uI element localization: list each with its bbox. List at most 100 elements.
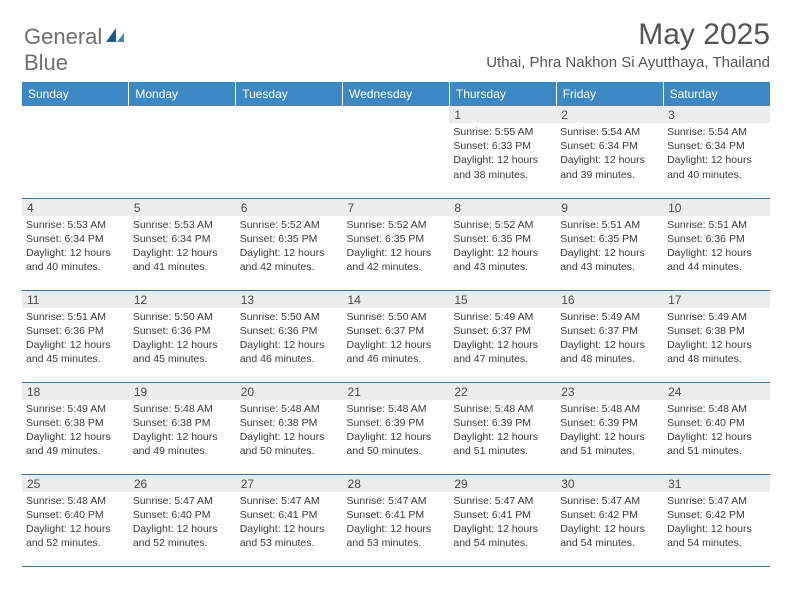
daylight-line: Daylight: 12 hours and 49 minutes. <box>133 430 232 458</box>
sunset-line: Sunset: 6:38 PM <box>133 416 232 430</box>
sunrise-line: Sunrise: 5:49 AM <box>453 310 552 324</box>
calendar-day-cell: 12Sunrise: 5:50 AMSunset: 6:36 PMDayligh… <box>129 290 236 382</box>
calendar-day-cell: 17Sunrise: 5:49 AMSunset: 6:38 PMDayligh… <box>663 290 770 382</box>
daylight-line: Daylight: 12 hours and 43 minutes. <box>453 246 552 274</box>
day-number: 24 <box>663 383 770 400</box>
daylight-line: Daylight: 12 hours and 39 minutes. <box>560 153 659 181</box>
calendar-day-cell: 22Sunrise: 5:48 AMSunset: 6:39 PMDayligh… <box>449 382 556 474</box>
sunset-line: Sunset: 6:35 PM <box>347 232 446 246</box>
day-info: Sunrise: 5:47 AMSunset: 6:42 PMDaylight:… <box>663 492 770 555</box>
daylight-line: Daylight: 12 hours and 44 minutes. <box>667 246 766 274</box>
calendar-day-cell: 14Sunrise: 5:50 AMSunset: 6:37 PMDayligh… <box>343 290 450 382</box>
daylight-line: Daylight: 12 hours and 45 minutes. <box>26 338 125 366</box>
calendar-day-cell: 1Sunrise: 5:55 AMSunset: 6:33 PMDaylight… <box>449 106 556 198</box>
sunrise-line: Sunrise: 5:48 AM <box>560 402 659 416</box>
calendar-day-cell: 31Sunrise: 5:47 AMSunset: 6:42 PMDayligh… <box>663 474 770 566</box>
daylight-line: Daylight: 12 hours and 46 minutes. <box>347 338 446 366</box>
sunset-line: Sunset: 6:36 PM <box>26 324 125 338</box>
logo-part1: General <box>24 24 102 49</box>
day-number: 28 <box>343 475 450 492</box>
daylight-line: Daylight: 12 hours and 38 minutes. <box>453 153 552 181</box>
daylight-line: Daylight: 12 hours and 51 minutes. <box>560 430 659 458</box>
sunset-line: Sunset: 6:35 PM <box>240 232 339 246</box>
sunset-line: Sunset: 6:38 PM <box>240 416 339 430</box>
logo-part2: Blue <box>24 50 68 75</box>
sunset-line: Sunset: 6:37 PM <box>347 324 446 338</box>
daylight-line: Daylight: 12 hours and 52 minutes. <box>133 522 232 550</box>
calendar-day-cell: 19Sunrise: 5:48 AMSunset: 6:38 PMDayligh… <box>129 382 236 474</box>
daylight-line: Daylight: 12 hours and 49 minutes. <box>26 430 125 458</box>
day-number: 4 <box>22 199 129 216</box>
day-info: Sunrise: 5:48 AMSunset: 6:40 PMDaylight:… <box>663 400 770 463</box>
calendar-week-row: 25Sunrise: 5:48 AMSunset: 6:40 PMDayligh… <box>22 474 770 566</box>
calendar-day-cell <box>22 106 129 198</box>
daylight-line: Daylight: 12 hours and 48 minutes. <box>560 338 659 366</box>
day-info: Sunrise: 5:50 AMSunset: 6:36 PMDaylight:… <box>129 308 236 371</box>
calendar-week-row: 11Sunrise: 5:51 AMSunset: 6:36 PMDayligh… <box>22 290 770 382</box>
sunset-line: Sunset: 6:40 PM <box>26 508 125 522</box>
calendar-day-cell: 28Sunrise: 5:47 AMSunset: 6:41 PMDayligh… <box>343 474 450 566</box>
day-number <box>22 106 129 123</box>
calendar-day-cell: 5Sunrise: 5:53 AMSunset: 6:34 PMDaylight… <box>129 198 236 290</box>
calendar-day-cell: 21Sunrise: 5:48 AMSunset: 6:39 PMDayligh… <box>343 382 450 474</box>
day-number: 25 <box>22 475 129 492</box>
day-number: 9 <box>556 199 663 216</box>
sunset-line: Sunset: 6:39 PM <box>560 416 659 430</box>
sunrise-line: Sunrise: 5:47 AM <box>560 494 659 508</box>
sunrise-line: Sunrise: 5:47 AM <box>133 494 232 508</box>
day-number: 18 <box>22 383 129 400</box>
day-info: Sunrise: 5:48 AMSunset: 6:39 PMDaylight:… <box>449 400 556 463</box>
daylight-line: Daylight: 12 hours and 51 minutes. <box>453 430 552 458</box>
sunset-line: Sunset: 6:37 PM <box>560 324 659 338</box>
weekday-header: Sunday <box>22 82 129 106</box>
calendar-day-cell: 9Sunrise: 5:51 AMSunset: 6:35 PMDaylight… <box>556 198 663 290</box>
month-title: May 2025 <box>486 18 770 52</box>
day-info: Sunrise: 5:47 AMSunset: 6:42 PMDaylight:… <box>556 492 663 555</box>
day-number: 15 <box>449 291 556 308</box>
day-number: 23 <box>556 383 663 400</box>
sunrise-line: Sunrise: 5:48 AM <box>347 402 446 416</box>
day-number: 14 <box>343 291 450 308</box>
sunrise-line: Sunrise: 5:51 AM <box>26 310 125 324</box>
day-number <box>343 106 450 123</box>
weekday-header: Tuesday <box>236 82 343 106</box>
calendar-day-cell: 4Sunrise: 5:53 AMSunset: 6:34 PMDaylight… <box>22 198 129 290</box>
day-info: Sunrise: 5:49 AMSunset: 6:37 PMDaylight:… <box>556 308 663 371</box>
calendar-day-cell: 29Sunrise: 5:47 AMSunset: 6:41 PMDayligh… <box>449 474 556 566</box>
sunset-line: Sunset: 6:38 PM <box>26 416 125 430</box>
sunrise-line: Sunrise: 5:48 AM <box>133 402 232 416</box>
sunset-line: Sunset: 6:39 PM <box>347 416 446 430</box>
day-number: 11 <box>22 291 129 308</box>
day-info: Sunrise: 5:48 AMSunset: 6:40 PMDaylight:… <box>22 492 129 555</box>
day-info: Sunrise: 5:48 AMSunset: 6:39 PMDaylight:… <box>556 400 663 463</box>
calendar-day-cell: 18Sunrise: 5:49 AMSunset: 6:38 PMDayligh… <box>22 382 129 474</box>
logo: GeneralBlue <box>22 24 126 76</box>
sunrise-line: Sunrise: 5:51 AM <box>560 218 659 232</box>
weekday-header: Monday <box>129 82 236 106</box>
day-number: 17 <box>663 291 770 308</box>
logo-sail-icon <box>104 24 126 42</box>
daylight-line: Daylight: 12 hours and 50 minutes. <box>347 430 446 458</box>
calendar-day-cell: 7Sunrise: 5:52 AMSunset: 6:35 PMDaylight… <box>343 198 450 290</box>
sunset-line: Sunset: 6:42 PM <box>667 508 766 522</box>
title-block: May 2025 Uthai, Phra Nakhon Si Ayutthaya… <box>486 18 770 71</box>
day-number: 29 <box>449 475 556 492</box>
sunset-line: Sunset: 6:38 PM <box>667 324 766 338</box>
day-info: Sunrise: 5:51 AMSunset: 6:36 PMDaylight:… <box>663 216 770 279</box>
daylight-line: Daylight: 12 hours and 53 minutes. <box>240 522 339 550</box>
sunrise-line: Sunrise: 5:48 AM <box>240 402 339 416</box>
sunset-line: Sunset: 6:41 PM <box>240 508 339 522</box>
daylight-line: Daylight: 12 hours and 53 minutes. <box>347 522 446 550</box>
calendar-day-cell: 6Sunrise: 5:52 AMSunset: 6:35 PMDaylight… <box>236 198 343 290</box>
calendar-day-cell: 24Sunrise: 5:48 AMSunset: 6:40 PMDayligh… <box>663 382 770 474</box>
calendar-day-cell: 25Sunrise: 5:48 AMSunset: 6:40 PMDayligh… <box>22 474 129 566</box>
calendar-day-cell: 2Sunrise: 5:54 AMSunset: 6:34 PMDaylight… <box>556 106 663 198</box>
sunrise-line: Sunrise: 5:52 AM <box>453 218 552 232</box>
daylight-line: Daylight: 12 hours and 43 minutes. <box>560 246 659 274</box>
sunrise-line: Sunrise: 5:50 AM <box>133 310 232 324</box>
calendar-body: 1Sunrise: 5:55 AMSunset: 6:33 PMDaylight… <box>22 106 770 566</box>
sunrise-line: Sunrise: 5:47 AM <box>453 494 552 508</box>
day-number: 13 <box>236 291 343 308</box>
daylight-line: Daylight: 12 hours and 47 minutes. <box>453 338 552 366</box>
sunrise-line: Sunrise: 5:49 AM <box>667 310 766 324</box>
